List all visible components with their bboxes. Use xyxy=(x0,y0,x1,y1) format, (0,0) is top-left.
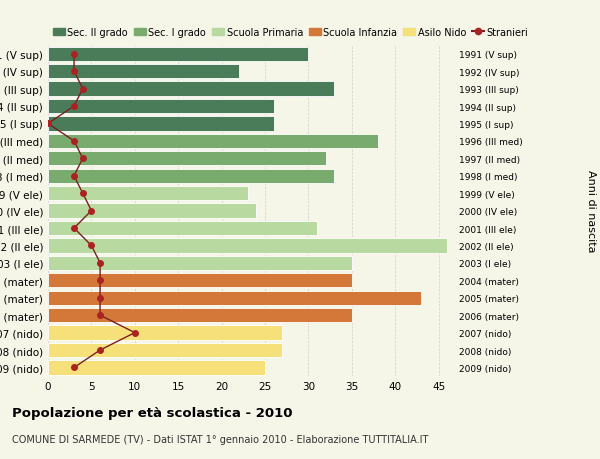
Bar xyxy=(48,221,317,235)
Bar xyxy=(48,152,326,166)
Bar xyxy=(48,361,265,375)
Bar xyxy=(48,256,352,270)
Bar xyxy=(48,187,248,201)
Bar xyxy=(48,204,256,218)
Bar xyxy=(48,274,352,288)
Bar xyxy=(48,47,308,62)
Bar xyxy=(48,82,334,96)
Bar xyxy=(48,326,283,340)
Text: Anni di nascita: Anni di nascita xyxy=(586,170,596,252)
Bar xyxy=(48,65,239,79)
Text: Popolazione per età scolastica - 2010: Popolazione per età scolastica - 2010 xyxy=(12,406,293,419)
Text: COMUNE DI SARMEDE (TV) - Dati ISTAT 1° gennaio 2010 - Elaborazione TUTTITALIA.IT: COMUNE DI SARMEDE (TV) - Dati ISTAT 1° g… xyxy=(12,434,428,444)
Bar xyxy=(48,239,448,253)
Bar xyxy=(48,169,334,184)
Bar xyxy=(48,308,352,323)
Bar xyxy=(48,134,378,149)
Legend: Sec. II grado, Sec. I grado, Scuola Primaria, Scuola Infanzia, Asilo Nido, Stran: Sec. II grado, Sec. I grado, Scuola Prim… xyxy=(53,28,529,38)
Bar xyxy=(48,117,274,131)
Bar xyxy=(48,343,283,358)
Bar xyxy=(48,291,421,305)
Bar xyxy=(48,100,274,114)
